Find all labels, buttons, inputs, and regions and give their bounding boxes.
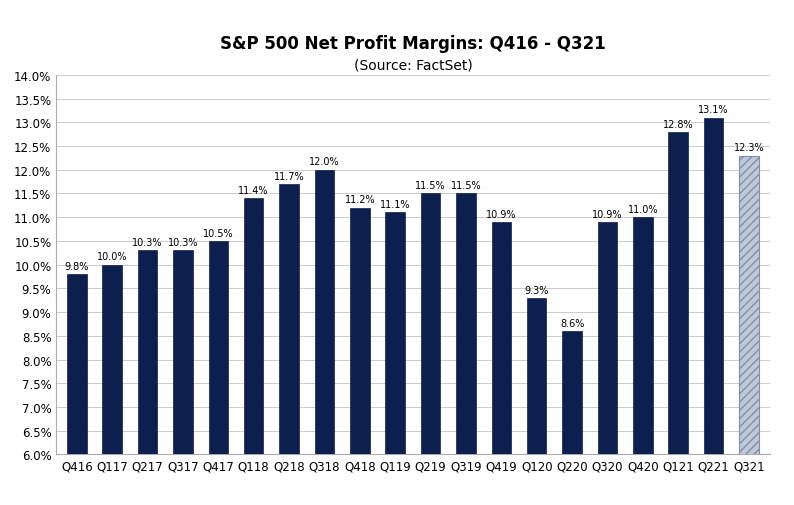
- Bar: [67, 275, 87, 505]
- Bar: [457, 194, 476, 505]
- Bar: [209, 241, 228, 505]
- Text: 13.1%: 13.1%: [699, 105, 729, 115]
- Bar: [739, 156, 759, 505]
- Bar: [491, 223, 511, 505]
- Text: 12.3%: 12.3%: [734, 143, 765, 153]
- Bar: [244, 199, 264, 505]
- Bar: [102, 265, 122, 505]
- Bar: [421, 194, 441, 505]
- Text: 11.5%: 11.5%: [415, 181, 446, 191]
- Text: 12.8%: 12.8%: [663, 119, 693, 129]
- Bar: [385, 213, 405, 505]
- Text: 10.3%: 10.3%: [168, 238, 198, 247]
- Bar: [669, 132, 688, 505]
- Bar: [598, 223, 617, 505]
- Bar: [314, 171, 334, 505]
- Text: (Source: FactSet): (Source: FactSet): [353, 58, 472, 72]
- Text: 11.5%: 11.5%: [451, 181, 481, 191]
- Bar: [138, 251, 157, 505]
- Bar: [173, 251, 193, 505]
- Text: 11.0%: 11.0%: [627, 205, 658, 215]
- Text: 8.6%: 8.6%: [560, 318, 584, 328]
- Text: 10.0%: 10.0%: [97, 252, 127, 262]
- Text: 11.1%: 11.1%: [380, 200, 410, 210]
- Text: 11.4%: 11.4%: [238, 185, 269, 195]
- Text: 10.9%: 10.9%: [486, 209, 517, 219]
- Text: 11.2%: 11.2%: [345, 195, 375, 205]
- Text: S&P 500 Net Profit Margins: Q416 - Q321: S&P 500 Net Profit Margins: Q416 - Q321: [220, 35, 606, 53]
- Bar: [279, 185, 299, 505]
- Bar: [527, 298, 546, 505]
- Text: 10.5%: 10.5%: [203, 228, 233, 238]
- Text: 9.3%: 9.3%: [525, 285, 549, 295]
- Text: 9.8%: 9.8%: [64, 261, 89, 271]
- Text: 12.0%: 12.0%: [309, 157, 340, 167]
- Bar: [562, 331, 582, 505]
- Bar: [703, 118, 723, 505]
- Text: 11.7%: 11.7%: [274, 171, 304, 181]
- Text: 10.3%: 10.3%: [133, 238, 163, 247]
- Bar: [350, 209, 369, 505]
- Bar: [633, 218, 653, 505]
- Text: 10.9%: 10.9%: [592, 209, 622, 219]
